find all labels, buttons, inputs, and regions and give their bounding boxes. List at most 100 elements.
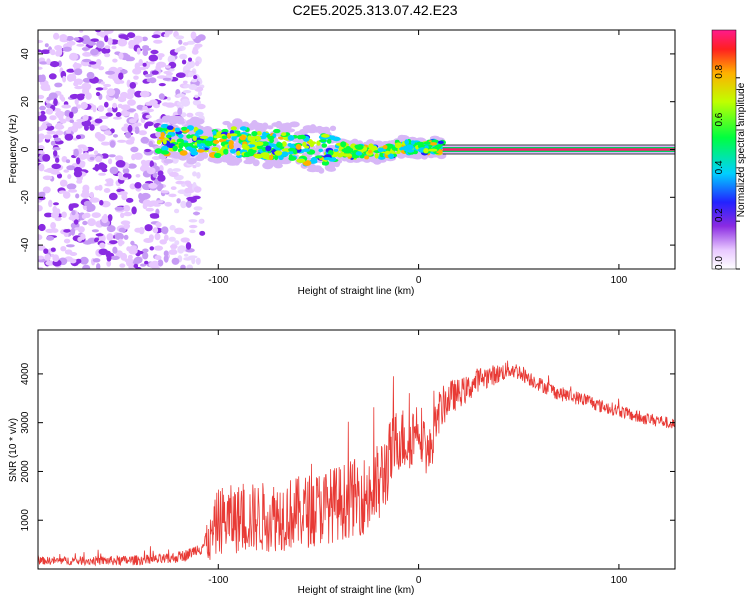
- colorbar-label: Normalized spectral amplitude: [736, 82, 747, 217]
- spectrogram-band-cell: [223, 148, 229, 155]
- spectrogram-band-cell: [343, 153, 352, 157]
- spectrogram-band-cell: [384, 150, 391, 155]
- spectrogram-band-halo: [309, 164, 317, 173]
- spectrogram-noise-cell: [118, 72, 124, 80]
- spectrogram-noise-cell: [123, 123, 129, 128]
- spectrogram-band-cell: [355, 144, 364, 150]
- spectrogram-noise-cell: [144, 148, 152, 153]
- spectrogram-noise-cell: [94, 118, 103, 124]
- spectrogram-band-cell: [212, 130, 217, 136]
- spectrogram-band-cell: [368, 149, 373, 154]
- spectrogram-noise-cell: [60, 246, 67, 252]
- spectrogram-noise-cell: [42, 154, 51, 162]
- spectrogram-noise-cell: [89, 191, 94, 199]
- spectrogram-noise-cell: [149, 213, 160, 218]
- spectrogram-noise-cell: [69, 119, 75, 124]
- spectrogram-noise-cell: [174, 227, 185, 235]
- spectrogram-noise-cell: [133, 123, 140, 127]
- spectrogram-band-cell: [239, 126, 248, 131]
- spectrogram-noise-cell: [66, 183, 77, 190]
- carrier-line: [442, 148, 675, 151]
- spectrogram-noise-cell: [162, 102, 170, 107]
- snr-ticks: -100 0 100 1000 2000 3000 4000: [20, 330, 675, 586]
- spectrogram-noise-cell: [62, 75, 67, 83]
- spectrogram-noise-cell: [79, 256, 89, 265]
- spectrogram-noise-cell: [133, 112, 139, 121]
- spectrogram-noise-cell: [48, 73, 57, 80]
- spectrogram-noise-cell: [176, 93, 186, 98]
- spectrogram-noise-cell: [98, 115, 109, 120]
- spectrogram-noise-cell: [120, 252, 128, 261]
- spectrogram-noise-cell: [82, 146, 89, 152]
- spectrogram-noise-cell: [44, 254, 51, 261]
- spectrogram-noise-cell: [81, 35, 90, 42]
- spectrogram-band-cell: [364, 155, 370, 160]
- spectrogram-noise-cell: [193, 75, 198, 80]
- spectrogram-noise-cell: [56, 130, 62, 135]
- spectrogram-noise-cell: [106, 225, 116, 233]
- spectrogram-noise-cell: [126, 197, 134, 203]
- spectrogram-band-halo: [299, 128, 310, 135]
- spectrogram-noise-cell: [184, 180, 192, 185]
- spectrogram-noise-cell: [38, 205, 43, 212]
- spectrogram-band-cell: [281, 141, 287, 147]
- spectrogram-noise-cell: [95, 87, 104, 91]
- spectrogram-band-cell: [377, 147, 384, 153]
- spectrogram-band-cell: [190, 151, 199, 156]
- spectrogram-band-cell: [333, 148, 339, 152]
- spectrogram-noise-cell: [48, 199, 53, 208]
- snr-series-line: [38, 360, 675, 567]
- spectrogram-noise-cell: [122, 167, 130, 174]
- spectrogram-noise-cell: [158, 93, 165, 100]
- spectrogram-noise-cell: [50, 247, 56, 252]
- spectrogram-noise-cell: [40, 49, 51, 54]
- spectrogram-noise-cell: [104, 183, 114, 187]
- spectrogram-noise-cell: [193, 206, 203, 211]
- spectrogram-noise-cell: [82, 58, 92, 63]
- spectrogram-band-cell: [302, 148, 310, 152]
- spectrogram-band-cell: [295, 144, 302, 150]
- spectrogram-band-cell: [287, 135, 295, 141]
- spectrogram-noise-cell: [133, 256, 143, 264]
- spectrogram-noise-cell: [38, 138, 43, 143]
- spectrogram-noise-cell: [123, 234, 129, 240]
- spectrogram-noise-cell: [146, 167, 156, 175]
- spectrogram-noise-cell: [54, 124, 65, 130]
- spectrogram-noise-cell: [164, 201, 172, 207]
- spectrogram-band-cell: [293, 149, 298, 155]
- spectrogram-noise-cell: [53, 150, 58, 157]
- spectrogram-noise-cell: [97, 163, 108, 170]
- spectrogram-noise-cell: [40, 74, 46, 82]
- spectrogram-band-cell: [229, 133, 238, 137]
- spectrogram-band-cell: [181, 126, 188, 131]
- spectrogram-noise-cell: [130, 146, 139, 153]
- x-tick-label: -100: [208, 275, 228, 286]
- spectrogram-band-cell: [374, 153, 379, 159]
- spectrogram-noise-cell: [49, 49, 56, 55]
- spectrogram-noise-cell: [151, 70, 159, 75]
- spectrogram-noise-cell: [70, 227, 76, 236]
- spectrogram-noise-cell: [110, 255, 120, 260]
- spectrogram-noise-cell: [68, 189, 78, 193]
- spectrogram-noise-cell: [49, 61, 60, 68]
- spectrogram-band-halo: [197, 155, 204, 161]
- spectrogram-noise-cell: [78, 93, 85, 97]
- spectrogram-noise-cell: [140, 159, 147, 165]
- spectrogram-noise-cell: [182, 90, 192, 94]
- spectrogram-noise-cell: [138, 226, 145, 235]
- spectrogram-noise-cell: [61, 104, 72, 109]
- spectrogram-band-cell: [236, 150, 241, 156]
- spectrogram-noise-cell: [85, 92, 92, 100]
- spectrogram-noise-cell: [130, 245, 137, 250]
- spectrogram-noise-cell: [103, 30, 114, 34]
- spectrogram-noise-cell: [83, 200, 92, 207]
- spectrogram-noise-cell: [106, 260, 112, 267]
- spectrogram-band-cell: [430, 142, 438, 146]
- spectrogram-noise-cell: [73, 169, 83, 178]
- spectrogram-noise-cell: [159, 239, 167, 245]
- spectrogram-noise-cell: [169, 224, 176, 231]
- spectrogram-band-cell: [166, 125, 174, 130]
- spectrogram-noise-cell: [81, 119, 92, 127]
- spectrogram-noise-cell: [170, 244, 178, 249]
- spectrogram-noise-cell: [175, 72, 186, 78]
